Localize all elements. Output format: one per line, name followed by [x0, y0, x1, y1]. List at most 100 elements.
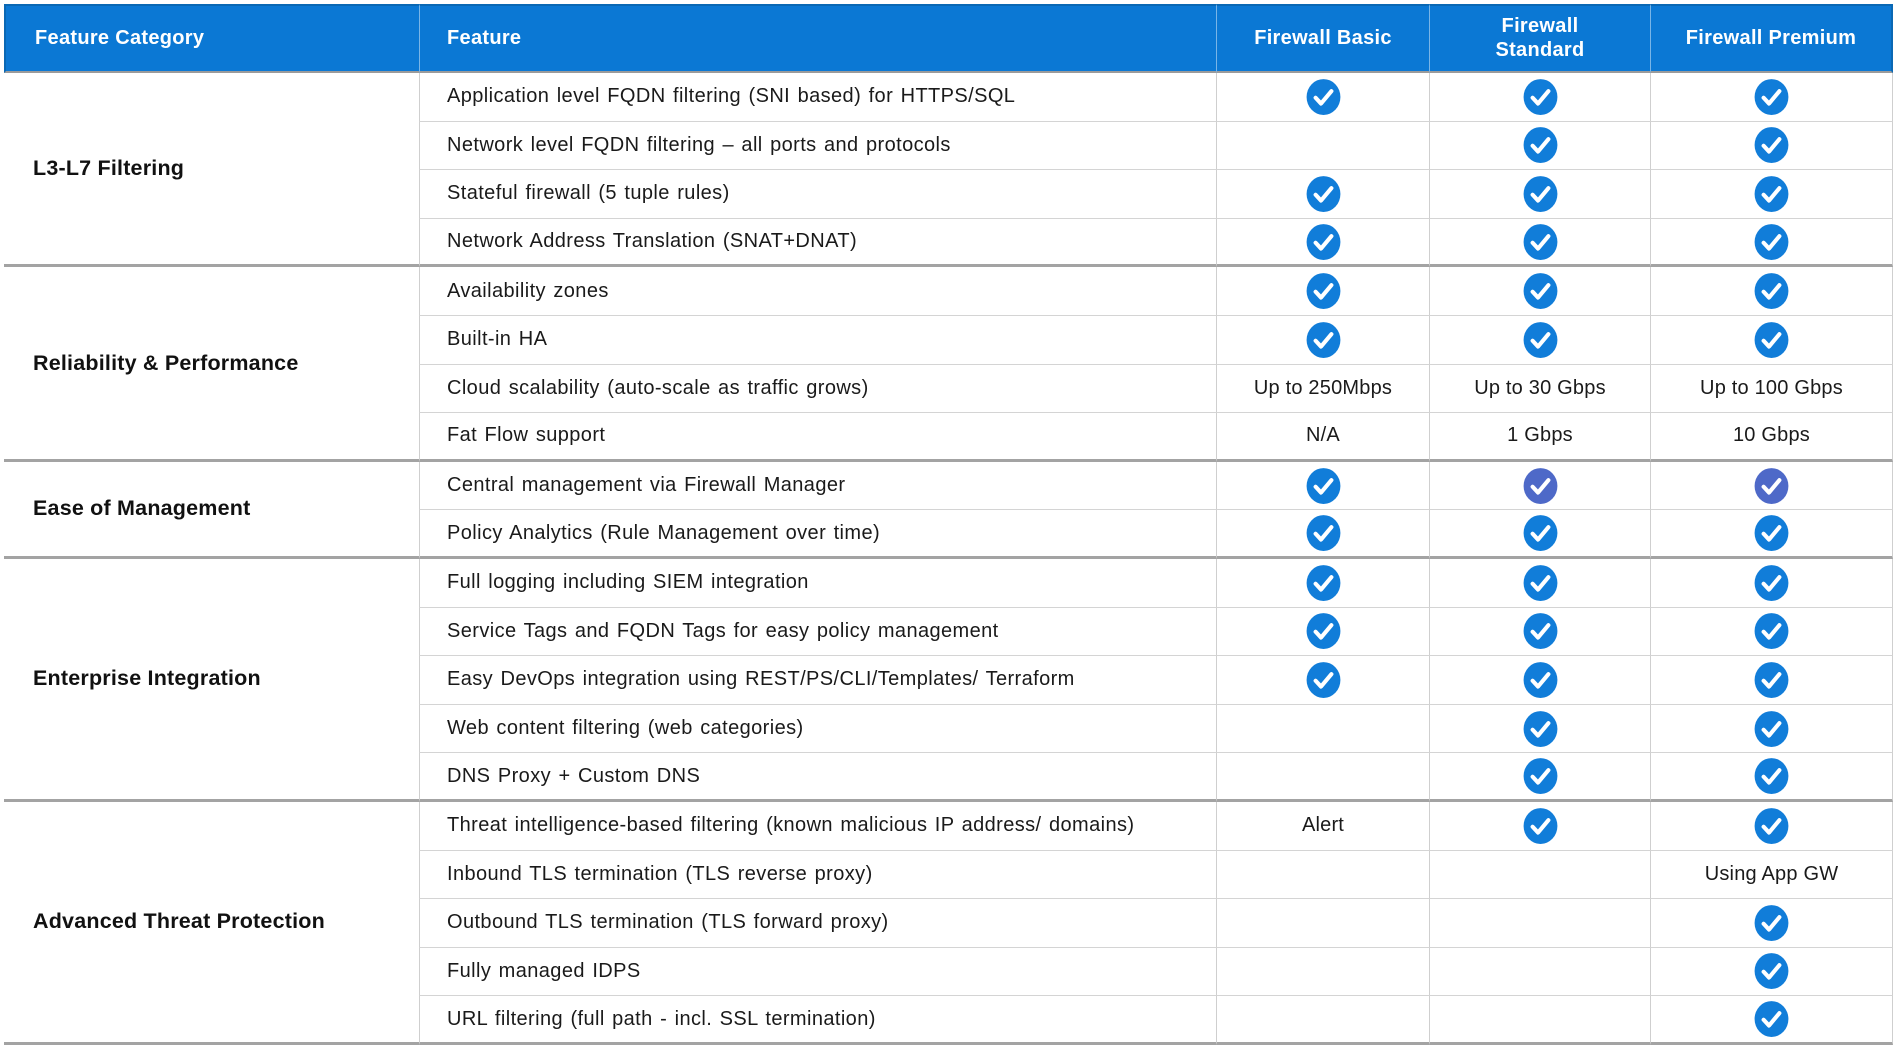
- check-circle-icon: [1306, 467, 1341, 505]
- value-cell-basic: [1216, 704, 1429, 754]
- check-circle-icon: [1523, 321, 1558, 359]
- check-circle-icon: [1754, 807, 1789, 845]
- check-circle-icon: [1306, 78, 1341, 116]
- value-cell-premium: [1650, 607, 1893, 657]
- value-cell-standard: [1429, 704, 1650, 754]
- feature-comparison-table: Feature Category Feature Firewall Basic …: [4, 4, 1893, 1045]
- value-cell-basic: [1216, 121, 1429, 171]
- feature-cell: Availability zones: [419, 267, 1216, 316]
- value-text: 1 Gbps: [1507, 424, 1573, 447]
- value-cell-basic: Alert: [1216, 801, 1429, 851]
- feature-cell: Outbound TLS termination (TLS forward pr…: [419, 899, 1216, 948]
- value-cell-premium: [1650, 753, 1893, 802]
- value-cell-standard: [1429, 267, 1650, 316]
- check-circle-indigo-icon: [1523, 467, 1558, 505]
- value-cell-basic: [1216, 461, 1429, 511]
- value-cell-premium: [1650, 315, 1893, 365]
- value-cell-standard: [1429, 899, 1650, 948]
- check-circle-icon: [1523, 514, 1558, 552]
- feature-cell: Policy Analytics (Rule Management over t…: [419, 510, 1216, 559]
- header-label: Firewall Premium: [1685, 27, 1857, 49]
- check-circle-icon: [1754, 272, 1789, 310]
- header-feature: Feature: [419, 4, 1216, 73]
- check-circle-icon: [1754, 904, 1789, 942]
- feature-cell: Inbound TLS termination (TLS reverse pro…: [419, 850, 1216, 900]
- feature-label: DNS Proxy + Custom DNS: [447, 764, 701, 787]
- category-label: L3-L7 Filtering: [33, 156, 185, 181]
- value-cell-basic: N/A: [1216, 413, 1429, 462]
- category-label: Reliability & Performance: [33, 350, 299, 375]
- feature-label: Built-in HA: [447, 328, 548, 351]
- category-cell: Advanced Threat Protection: [4, 801, 419, 1045]
- feature-label: Central management via Firewall Manager: [447, 474, 846, 497]
- value-cell-standard: [1429, 121, 1650, 171]
- feature-label: Threat intelligence-based filtering (kno…: [447, 814, 1135, 837]
- check-circle-icon: [1754, 710, 1789, 748]
- check-circle-icon: [1754, 612, 1789, 650]
- feature-cell: Web content filtering (web categories): [419, 704, 1216, 754]
- value-cell-basic: [1216, 899, 1429, 948]
- category-cell: Reliability & Performance: [4, 267, 419, 462]
- value-cell-premium: [1650, 947, 1893, 997]
- value-cell-standard: [1429, 996, 1650, 1045]
- value-text: N/A: [1306, 424, 1340, 447]
- check-circle-icon: [1306, 321, 1341, 359]
- value-cell-basic: [1216, 753, 1429, 802]
- value-cell-standard: [1429, 73, 1650, 122]
- check-circle-icon: [1306, 564, 1341, 602]
- category-cell: Enterprise Integration: [4, 558, 419, 802]
- feature-cell: Fully managed IDPS: [419, 947, 1216, 997]
- feature-label: Inbound TLS termination (TLS reverse pro…: [447, 862, 873, 885]
- check-circle-icon: [1523, 710, 1558, 748]
- value-cell-basic: [1216, 315, 1429, 365]
- feature-label: Fat Flow support: [447, 424, 606, 447]
- check-circle-icon: [1306, 514, 1341, 552]
- feature-cell: Threat intelligence-based filtering (kno…: [419, 801, 1216, 851]
- value-cell-standard: [1429, 461, 1650, 511]
- feature-cell: Network level FQDN filtering – all ports…: [419, 121, 1216, 171]
- feature-label: Full logging including SIEM integration: [447, 571, 809, 594]
- check-circle-icon: [1523, 807, 1558, 845]
- check-circle-indigo-icon: [1754, 467, 1789, 505]
- value-cell-basic: [1216, 267, 1429, 316]
- category-label: Ease of Management: [33, 496, 251, 521]
- value-cell-premium: [1650, 170, 1893, 219]
- value-text: Using App GW: [1704, 862, 1839, 885]
- header-label: Feature: [447, 27, 522, 49]
- value-cell-premium: Using App GW: [1650, 850, 1893, 900]
- check-circle-icon: [1754, 223, 1789, 261]
- category-label: Advanced Threat Protection: [33, 909, 325, 934]
- value-cell-basic: [1216, 656, 1429, 705]
- category-label: Enterprise Integration: [33, 666, 261, 691]
- feature-label: Easy DevOps integration using REST/PS/CL…: [447, 668, 1075, 691]
- feature-label: Cloud scalability (auto-scale as traffic…: [447, 376, 869, 399]
- feature-label: Network level FQDN filtering – all ports…: [447, 133, 951, 156]
- value-cell-premium: [1650, 558, 1893, 608]
- header-feature-category: Feature Category: [4, 4, 419, 73]
- value-cell-premium: [1650, 461, 1893, 511]
- value-cell-standard: [1429, 558, 1650, 608]
- value-text: 10 Gbps: [1732, 424, 1810, 447]
- check-circle-icon: [1306, 175, 1341, 213]
- feature-cell: Full logging including SIEM integration: [419, 558, 1216, 608]
- value-cell-basic: [1216, 996, 1429, 1045]
- header-label: Firewall Basic: [1254, 27, 1392, 49]
- feature-label: Network Address Translation (SNAT+DNAT): [447, 230, 858, 253]
- check-circle-icon: [1523, 612, 1558, 650]
- feature-label: Availability zones: [447, 279, 609, 302]
- value-cell-basic: [1216, 850, 1429, 900]
- check-circle-icon: [1754, 321, 1789, 359]
- check-circle-icon: [1754, 126, 1789, 164]
- feature-cell: Network Address Translation (SNAT+DNAT): [419, 218, 1216, 268]
- feature-cell: Central management via Firewall Manager: [419, 461, 1216, 511]
- check-circle-icon: [1306, 612, 1341, 650]
- feature-label: URL filtering (full path - incl. SSL ter…: [447, 1007, 876, 1030]
- feature-cell: Built-in HA: [419, 315, 1216, 365]
- feature-label: Application level FQDN filtering (SNI ba…: [447, 85, 1016, 108]
- value-cell-premium: [1650, 121, 1893, 171]
- value-cell-basic: [1216, 607, 1429, 657]
- value-cell-premium: [1650, 73, 1893, 122]
- check-circle-icon: [1523, 564, 1558, 602]
- value-cell-standard: [1429, 656, 1650, 705]
- feature-label: Fully managed IDPS: [447, 959, 641, 982]
